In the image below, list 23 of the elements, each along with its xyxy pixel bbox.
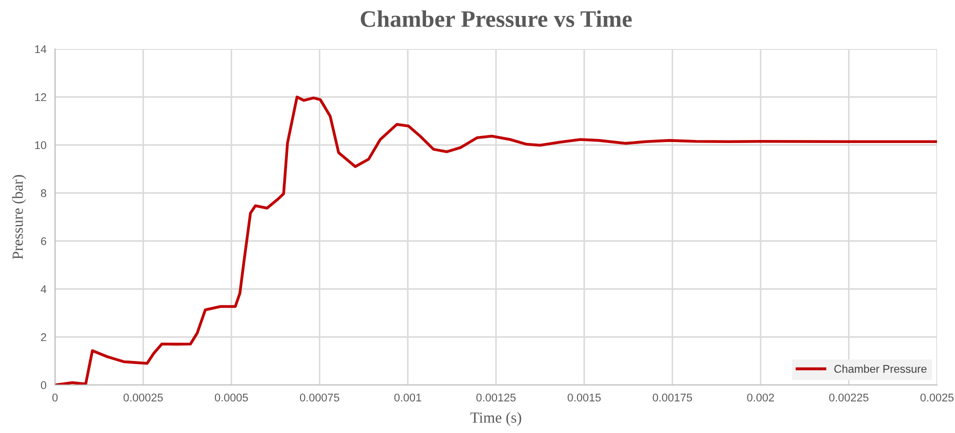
y-tick-label: 2 [41,333,46,342]
x-tick-label: 0.00175 [652,394,692,402]
y-axis-title: Pressure (bar) [12,175,26,260]
x-tick-label: 0.0025 [920,394,954,402]
x-tick-label: 0 [52,394,58,402]
x-tick-label: 0.00225 [829,394,868,402]
x-tick-label: 0.00075 [300,394,340,402]
x-tick-label: 0.002 [747,394,774,402]
y-tick-label: 6 [41,237,46,246]
y-tick-label: 0 [40,381,46,390]
x-axis-title: Time (s) [470,412,522,426]
y-tick-label: 10 [35,141,46,150]
x-tick-label: 0.00125 [476,394,516,402]
chart-title: Chamber Pressure vs Time [360,10,632,28]
legend-label: Chamber Pressure [834,364,927,373]
y-tick-label: 4 [40,285,46,294]
x-tick-label: 0.001 [394,394,422,402]
y-tick-label: 12 [35,93,46,102]
x-tick-label: 0.00025 [124,394,163,402]
y-tick-label: 14 [35,45,46,54]
x-tick-label: 0.0015 [568,394,601,402]
y-tick-label: 8 [40,189,46,198]
x-tick-label: 0.0005 [214,394,248,402]
